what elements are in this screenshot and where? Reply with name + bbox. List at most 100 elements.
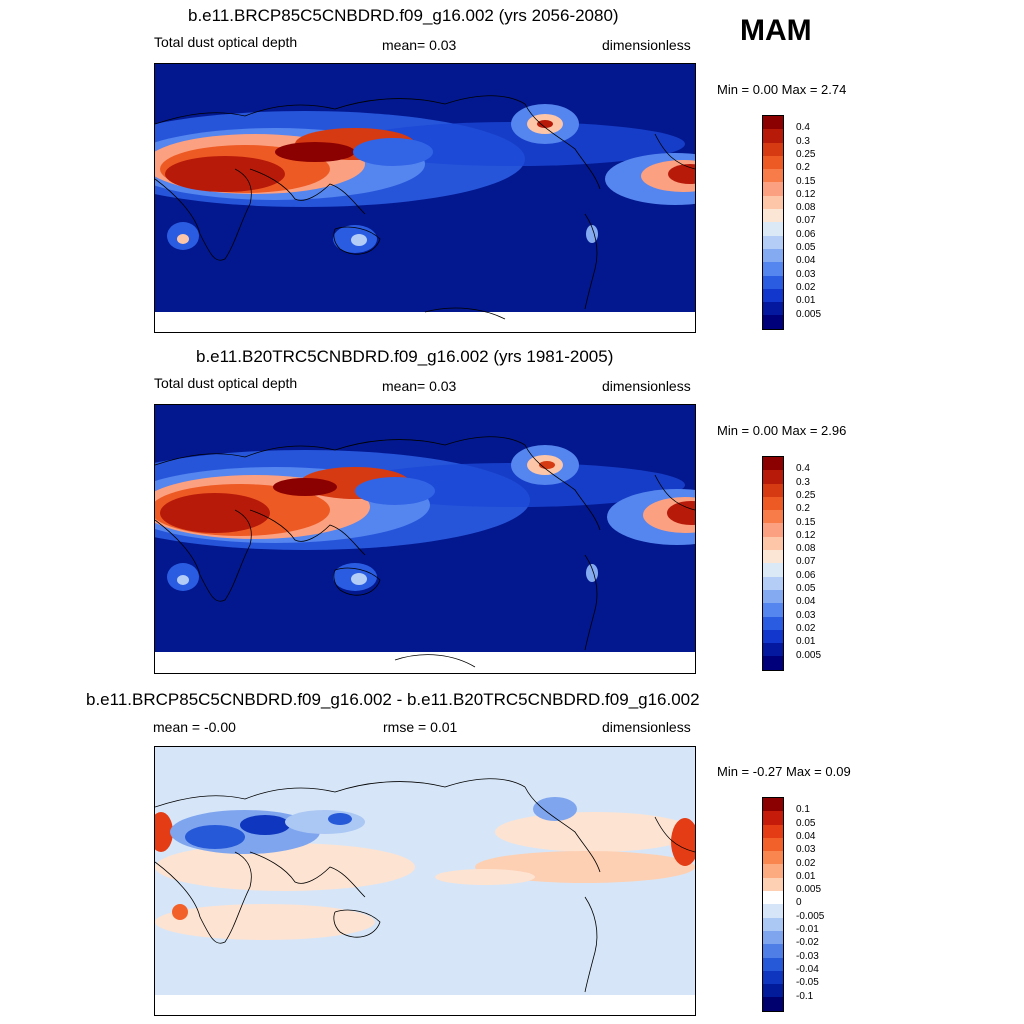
colorbar-box bbox=[763, 811, 783, 825]
colorbar-box bbox=[763, 182, 783, 196]
colorbar-box bbox=[763, 576, 783, 590]
colorbar-box bbox=[763, 798, 783, 812]
colorbar-box bbox=[763, 603, 783, 617]
colorbar-tick-label: -0.02 bbox=[796, 937, 819, 949]
colorbar-box bbox=[763, 589, 783, 604]
colorbar-box bbox=[763, 116, 783, 130]
colorbar-box bbox=[763, 984, 783, 998]
colorbar-tick-label: -0.1 bbox=[796, 990, 814, 1002]
colorbar-box bbox=[763, 930, 783, 945]
panel2-missing-band bbox=[155, 652, 695, 673]
colorbar-box bbox=[763, 616, 783, 630]
colorbar-box bbox=[763, 550, 783, 564]
colorbar-box bbox=[763, 643, 783, 657]
colorbar-box bbox=[763, 222, 783, 236]
panel1-mean-label: mean= 0.03 bbox=[382, 37, 457, 53]
colorbar-box bbox=[763, 315, 783, 329]
colorbar-box bbox=[763, 851, 783, 865]
colorbar-box bbox=[763, 142, 783, 156]
colorbar-tick-label: 0.01 bbox=[796, 295, 816, 307]
colorbar-tick-label: 0.03 bbox=[796, 844, 816, 856]
colorbar-box bbox=[763, 864, 783, 878]
panel1-missing-band bbox=[155, 312, 695, 332]
panel2-mean-label: mean= 0.03 bbox=[382, 378, 457, 394]
colorbar-tick-label: 0.15 bbox=[796, 516, 816, 528]
colorbar-tick-label: -0.005 bbox=[796, 910, 825, 922]
season-label: MAM bbox=[740, 14, 812, 47]
colorbar-tick-label: 0.05 bbox=[796, 817, 816, 829]
colorbar-tick-label: 0.3 bbox=[796, 476, 810, 488]
colorbar-tick-label: 0.005 bbox=[796, 884, 822, 896]
colorbar-box bbox=[763, 155, 783, 170]
panel1-units-label: dimensionless bbox=[602, 37, 691, 53]
colorbar-tick-label: 0.04 bbox=[796, 596, 816, 608]
panel1-map bbox=[154, 63, 696, 333]
colorbar-box bbox=[763, 129, 783, 143]
colorbar-tick-label: 0.05 bbox=[796, 583, 816, 594]
colorbar-tick-label: 0.4 bbox=[796, 463, 810, 475]
colorbar-box bbox=[763, 262, 783, 276]
colorbar-tick-label: 0.06 bbox=[796, 228, 816, 240]
colorbar-box bbox=[763, 656, 783, 670]
colorbar-box bbox=[763, 510, 783, 524]
colorbar-box bbox=[763, 536, 783, 551]
colorbar-tick-label: 0.02 bbox=[796, 622, 816, 634]
colorbar-tick-label: -0.04 bbox=[796, 963, 819, 975]
colorbar-tick-label: 0.02 bbox=[796, 281, 816, 293]
colorbar-box bbox=[763, 563, 783, 577]
colorbar-tick-label: 0.05 bbox=[796, 242, 816, 253]
colorbar-box bbox=[763, 195, 783, 210]
panel2-map bbox=[154, 404, 696, 674]
colorbar-box bbox=[763, 904, 783, 918]
colorbar-box bbox=[763, 629, 783, 644]
panel3-mean-label: mean = -0.00 bbox=[153, 719, 236, 735]
colorbar-box bbox=[763, 209, 783, 223]
colorbar-tick-label: 0.12 bbox=[796, 529, 816, 541]
colorbar-box bbox=[763, 288, 783, 303]
colorbar-tick-label: 0.08 bbox=[796, 543, 816, 555]
colorbar-tick-label: 0.3 bbox=[796, 135, 810, 147]
panel1-variable-label: Total dust optical depth bbox=[154, 34, 298, 50]
colorbar-box bbox=[763, 457, 783, 471]
colorbar-tick-label: 0.25 bbox=[796, 148, 816, 160]
colorbar-tick-label: 0.04 bbox=[796, 830, 816, 842]
colorbar-tick-label: 0.02 bbox=[796, 857, 816, 869]
panel3-rmse-label: rmse = 0.01 bbox=[383, 719, 458, 735]
colorbar-tick-label: -0.01 bbox=[796, 924, 819, 935]
colorbar-tick-label: 0.07 bbox=[796, 215, 816, 227]
colorbar-box bbox=[763, 483, 783, 497]
colorbar-box bbox=[763, 997, 783, 1011]
panel2-title: b.e11.B20TRC5CNBDRD.f09_g16.002 (yrs 198… bbox=[196, 347, 614, 366]
colorbar-tick-label: -0.05 bbox=[796, 977, 819, 989]
panel1-colorbar bbox=[762, 115, 784, 330]
colorbar-box bbox=[763, 891, 783, 905]
colorbar-tick-label: 0.4 bbox=[796, 122, 810, 134]
colorbar-box bbox=[763, 877, 783, 892]
panel2-variable-label: Total dust optical depth bbox=[154, 375, 298, 391]
colorbar-tick-label: 0.005 bbox=[796, 649, 822, 661]
panel3-minmax-label: Min = -0.27 Max = 0.09 bbox=[717, 764, 851, 779]
colorbar-tick-label: 0.005 bbox=[796, 308, 822, 320]
panel1-title: b.e11.BRCP85C5CNBDRD.f09_g16.002 (yrs 20… bbox=[188, 6, 619, 25]
colorbar-tick-label: 0.06 bbox=[796, 569, 816, 581]
colorbar-tick-label: 0 bbox=[796, 897, 802, 909]
panel2-units-label: dimensionless bbox=[602, 378, 691, 394]
colorbar-box bbox=[763, 824, 783, 838]
colorbar-box bbox=[763, 470, 783, 484]
colorbar-tick-label: 0.12 bbox=[796, 188, 816, 200]
colorbar-tick-label: 0.07 bbox=[796, 556, 816, 568]
panel2-colorbar bbox=[762, 456, 784, 671]
colorbar-box bbox=[763, 248, 783, 263]
colorbar-tick-label: 0.08 bbox=[796, 202, 816, 214]
colorbar-box bbox=[763, 523, 783, 537]
colorbar-box bbox=[763, 957, 783, 971]
panel3-colorbar bbox=[762, 797, 784, 1012]
panel2-minmax-label: Min = 0.00 Max = 2.96 bbox=[717, 423, 847, 438]
colorbar-box bbox=[763, 944, 783, 958]
colorbar-tick-label: 0.03 bbox=[796, 609, 816, 621]
colorbar-box bbox=[763, 970, 783, 985]
colorbar-box bbox=[763, 302, 783, 316]
colorbar-tick-label: 0.2 bbox=[796, 503, 810, 515]
colorbar-box bbox=[763, 275, 783, 289]
colorbar-box bbox=[763, 837, 783, 852]
